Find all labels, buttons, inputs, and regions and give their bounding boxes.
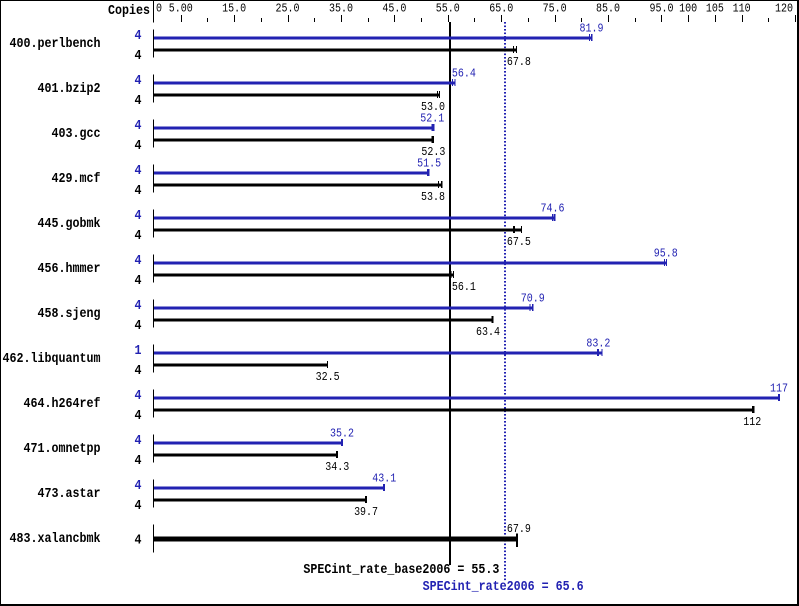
svg-text:35.0: 35.0 — [329, 2, 353, 16]
svg-text:53.0: 53.0 — [421, 100, 445, 114]
svg-text:67.9: 67.9 — [507, 522, 531, 536]
svg-text:4: 4 — [135, 389, 142, 404]
svg-text:4: 4 — [135, 254, 142, 269]
svg-text:403.gcc: 403.gcc — [52, 127, 101, 142]
svg-text:4: 4 — [135, 184, 142, 199]
svg-text:55.0: 55.0 — [436, 2, 460, 16]
svg-text:401.bzip2: 401.bzip2 — [38, 82, 101, 97]
svg-text:105: 105 — [706, 2, 724, 16]
svg-text:112: 112 — [743, 415, 761, 429]
svg-text:400.perlbench: 400.perlbench — [10, 37, 101, 52]
svg-text:95.8: 95.8 — [654, 247, 678, 261]
svg-text:4: 4 — [135, 74, 142, 89]
svg-text:110: 110 — [733, 2, 751, 16]
svg-text:4: 4 — [135, 29, 142, 44]
svg-text:473.astar: 473.astar — [38, 487, 101, 502]
svg-text:45.0: 45.0 — [382, 2, 406, 16]
svg-text:56.4: 56.4 — [452, 67, 476, 81]
svg-text:100: 100 — [679, 2, 697, 16]
svg-text:4: 4 — [135, 49, 142, 64]
svg-text:SPECint_rate2006 = 65.6: SPECint_rate2006 = 65.6 — [423, 580, 584, 595]
svg-text:0: 0 — [156, 2, 162, 16]
svg-text:462.libquantum: 462.libquantum — [3, 352, 101, 367]
svg-text:4: 4 — [135, 209, 142, 224]
svg-text:Copies: Copies — [108, 4, 150, 19]
svg-text:456.hmmer: 456.hmmer — [38, 262, 101, 277]
svg-text:81.9: 81.9 — [579, 22, 603, 36]
svg-text:4: 4 — [135, 299, 142, 314]
svg-text:74.6: 74.6 — [540, 202, 564, 216]
svg-text:65.0: 65.0 — [489, 2, 513, 16]
svg-text:4: 4 — [135, 119, 142, 134]
svg-text:52.3: 52.3 — [421, 145, 445, 159]
svg-text:4: 4 — [135, 479, 142, 494]
svg-text:63.4: 63.4 — [476, 325, 500, 339]
svg-text:67.5: 67.5 — [507, 235, 531, 249]
svg-text:56.1: 56.1 — [452, 280, 476, 294]
svg-text:83.2: 83.2 — [586, 337, 610, 351]
svg-text:67.8: 67.8 — [507, 55, 531, 69]
svg-text:464.h264ref: 464.h264ref — [24, 397, 101, 412]
svg-text:458.sjeng: 458.sjeng — [38, 307, 101, 322]
svg-text:4: 4 — [135, 164, 142, 179]
svg-text:4: 4 — [135, 319, 142, 334]
svg-text:4: 4 — [135, 94, 142, 109]
svg-text:4: 4 — [135, 364, 142, 379]
svg-text:75.0: 75.0 — [543, 2, 567, 16]
svg-text:51.5: 51.5 — [417, 157, 441, 171]
svg-text:4: 4 — [135, 534, 142, 549]
svg-text:SPECint_rate_base2006 = 55.3: SPECint_rate_base2006 = 55.3 — [303, 563, 499, 578]
svg-text:445.gobmk: 445.gobmk — [38, 217, 101, 232]
svg-text:4: 4 — [135, 229, 142, 244]
svg-text:5.00: 5.00 — [169, 2, 193, 16]
svg-text:70.9: 70.9 — [521, 292, 545, 306]
svg-text:25.0: 25.0 — [276, 2, 300, 16]
svg-text:4: 4 — [135, 499, 142, 514]
svg-text:43.1: 43.1 — [372, 472, 396, 486]
svg-text:15.0: 15.0 — [222, 2, 246, 16]
svg-text:429.mcf: 429.mcf — [52, 172, 101, 187]
svg-text:117: 117 — [770, 382, 788, 396]
svg-text:4: 4 — [135, 139, 142, 154]
svg-text:4: 4 — [135, 274, 142, 289]
svg-text:39.7: 39.7 — [354, 505, 378, 519]
svg-text:53.8: 53.8 — [421, 190, 445, 204]
svg-text:95.0: 95.0 — [649, 2, 673, 16]
svg-text:35.2: 35.2 — [330, 427, 354, 441]
svg-text:4: 4 — [135, 454, 142, 469]
svg-text:4: 4 — [135, 434, 142, 449]
svg-text:483.xalancbmk: 483.xalancbmk — [10, 532, 101, 547]
svg-text:32.5: 32.5 — [316, 370, 340, 384]
svg-text:120: 120 — [775, 2, 793, 16]
svg-text:52.1: 52.1 — [420, 112, 444, 126]
svg-text:471.omnetpp: 471.omnetpp — [24, 442, 101, 457]
svg-text:34.3: 34.3 — [325, 460, 349, 474]
svg-text:1: 1 — [135, 344, 142, 359]
svg-text:4: 4 — [135, 409, 142, 424]
svg-text:85.0: 85.0 — [596, 2, 620, 16]
